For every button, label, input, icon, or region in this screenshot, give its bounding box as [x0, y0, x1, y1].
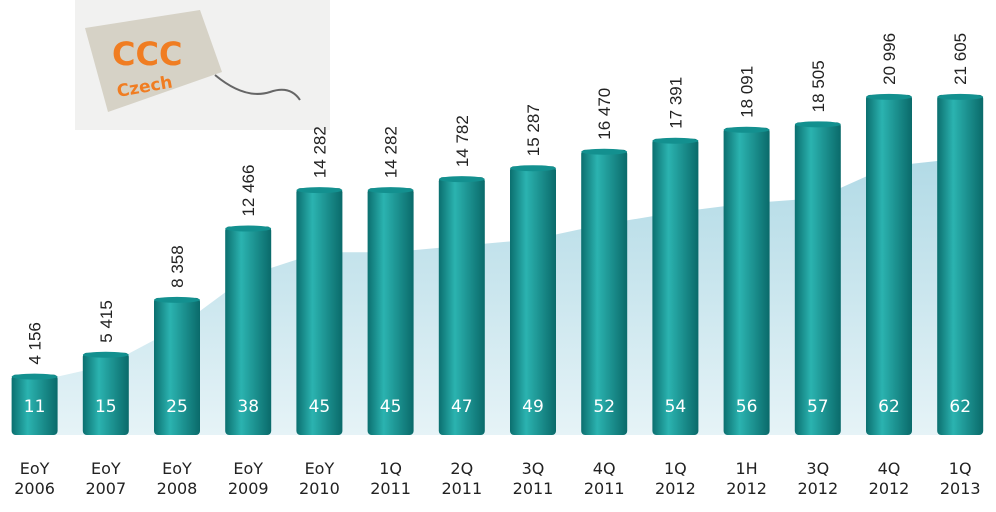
x-tick-line: 1Q [379, 459, 402, 478]
bar-top [724, 127, 770, 133]
value-label: 62 [949, 397, 971, 417]
value-label: 56 [736, 397, 758, 417]
x-tick-line: 2008 [157, 479, 198, 498]
bar [581, 150, 627, 435]
x-tick-line: EoY [233, 459, 263, 478]
bar-top [368, 187, 414, 193]
value-label: 47 [451, 397, 473, 417]
bar-top [652, 138, 698, 144]
area-value-label: 14 282 [310, 126, 329, 178]
bar-top [581, 149, 627, 155]
bar [795, 122, 841, 435]
logo: CCC Czech [75, 0, 330, 130]
x-tick-line: 2007 [85, 479, 126, 498]
logo-title: CCC [112, 35, 182, 73]
bar [724, 128, 770, 435]
value-label: 15 [95, 397, 117, 417]
value-label: 11 [24, 397, 46, 417]
bar [652, 139, 698, 435]
value-label: 49 [522, 397, 544, 417]
x-tick-line: 3Q [806, 459, 829, 478]
bar-top [937, 94, 983, 100]
x-tick-line: 4Q [593, 459, 616, 478]
x-tick-line: 2011 [370, 479, 411, 498]
x-tick-line: 2011 [584, 479, 625, 498]
bar-top [866, 94, 912, 100]
area-value-label: 14 782 [453, 115, 472, 167]
value-label: 38 [237, 397, 259, 417]
value-label: 57 [807, 397, 829, 417]
value-label: 45 [309, 397, 331, 417]
area-value-label: 18 505 [809, 60, 828, 112]
x-tick-line: 2012 [869, 479, 910, 498]
area-value-label: 17 391 [666, 77, 685, 129]
x-tick-line: EoY [91, 459, 121, 478]
x-tick-line: 1Q [664, 459, 687, 478]
x-tick-line: 4Q [878, 459, 901, 478]
x-tick-line: EoY [305, 459, 335, 478]
x-tick-line: 2011 [513, 479, 554, 498]
x-tick-line: 2012 [655, 479, 696, 498]
x-tick-line: 2012 [797, 479, 838, 498]
bar-top [83, 352, 129, 358]
area-value-label: 21 605 [951, 33, 970, 85]
value-label: 62 [878, 397, 900, 417]
area-value-label: 8 358 [168, 245, 187, 288]
x-tick-line: EoY [162, 459, 192, 478]
x-tick-line: 2012 [726, 479, 767, 498]
area-value-label: 15 287 [524, 104, 543, 156]
area-value-label: 5 415 [97, 300, 116, 343]
area-value-label: 18 091 [738, 66, 757, 118]
x-tick-line: 1H [735, 459, 757, 478]
x-tick-line: 3Q [522, 459, 545, 478]
bar [866, 95, 912, 435]
bar-top [12, 374, 58, 380]
area-value-label: 14 282 [382, 126, 401, 178]
x-tick-line: EoY [20, 459, 50, 478]
bar-top [510, 165, 556, 171]
bar [83, 353, 129, 435]
x-tick-line: 2Q [450, 459, 473, 478]
area-value-label: 4 156 [26, 322, 45, 365]
x-tick-line: 2010 [299, 479, 340, 498]
area-value-label: 12 466 [239, 165, 258, 217]
value-label: 45 [380, 397, 402, 417]
bar-top [296, 187, 342, 193]
area-value-label: 20 996 [880, 33, 899, 85]
bar [937, 95, 983, 435]
x-tick-line: 2011 [441, 479, 482, 498]
x-tick-line: 1Q [949, 459, 972, 478]
x-tick-line: 2006 [14, 479, 55, 498]
x-tick-line: 2013 [940, 479, 981, 498]
value-label: 25 [166, 397, 188, 417]
value-label: 54 [665, 397, 687, 417]
bar-top [225, 226, 271, 232]
bar [510, 166, 556, 435]
value-label: 52 [593, 397, 615, 417]
chart: CCC Czech 114 156EoY2006155 415EoY200725… [0, 0, 996, 512]
bar-top [795, 121, 841, 127]
x-tick-line: 2009 [228, 479, 269, 498]
bar-top [154, 297, 200, 303]
area-value-label: 16 470 [595, 88, 614, 140]
bar-top [439, 176, 485, 182]
